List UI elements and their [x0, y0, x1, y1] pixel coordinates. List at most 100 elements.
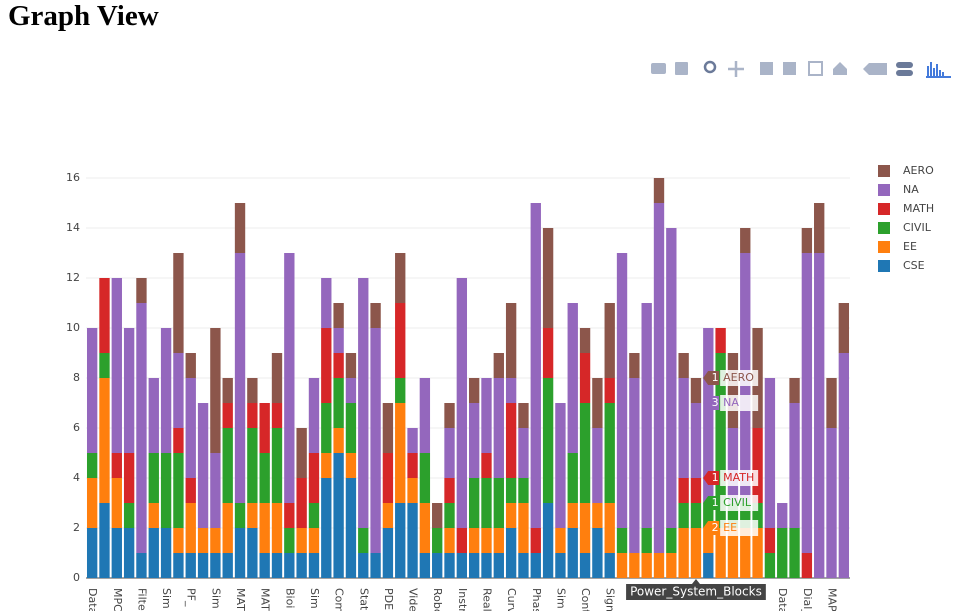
bar-segment: [518, 503, 529, 553]
home-icon[interactable]: [833, 62, 847, 75]
y-tick-label: 10: [66, 321, 80, 334]
bar-segment: [703, 528, 714, 553]
hover-box: [720, 520, 759, 536]
x-tick-label: MPC: [111, 588, 124, 611]
x-tick-label: MATL: [259, 588, 272, 611]
x-tick-label: MAP_: [826, 588, 839, 611]
bar-segment: [592, 378, 603, 428]
bar-segment: [86, 453, 98, 478]
bar-segment: [247, 503, 258, 528]
bar-segment: [333, 453, 344, 578]
bar-segment: [345, 478, 357, 578]
bar-segment: [703, 553, 714, 578]
hover-tag: [703, 396, 720, 410]
bar-segment: [296, 428, 307, 478]
hover-tag: [703, 471, 720, 485]
legend-swatch: [878, 184, 890, 196]
bar-segment: [604, 378, 615, 403]
bar-segment: [247, 403, 258, 428]
bar-segment: [703, 503, 714, 528]
autoscale-icon[interactable]: [808, 61, 823, 76]
bar-segment: [148, 378, 159, 453]
bar-segment: [727, 353, 739, 428]
bar-segment: [505, 503, 517, 528]
bar-segment: [308, 528, 320, 553]
y-tick-label: 4: [73, 471, 80, 484]
x-tick-label: Dial_: [801, 588, 814, 611]
camera-icon[interactable]: [651, 63, 666, 74]
save-icon[interactable]: [675, 62, 688, 75]
bar-segment: [210, 528, 221, 553]
bar-segment: [185, 353, 196, 378]
bar-segment: [173, 253, 184, 353]
bar-segment: [382, 453, 394, 503]
x-tick-label: Sim: [160, 588, 173, 609]
bar-segment: [173, 428, 184, 453]
hover-tag: [703, 496, 720, 510]
bar-segment: [641, 553, 652, 578]
bar-segment: [222, 428, 233, 503]
zoom-in-icon[interactable]: [760, 62, 773, 75]
bar-segment: [395, 403, 406, 503]
bar-segment: [370, 303, 381, 328]
bar-segment: [481, 453, 492, 478]
bar-segment: [222, 503, 233, 553]
hover-value: 1: [712, 371, 719, 384]
bar-segment: [185, 378, 196, 478]
bar-segment: [333, 378, 344, 428]
hover-value: 2: [712, 521, 719, 534]
bar-segment: [752, 428, 763, 503]
bar-segment: [432, 528, 443, 553]
legend-swatch: [878, 222, 890, 234]
bar-segment: [234, 203, 246, 253]
bar-segment: [148, 453, 159, 503]
x-tick-label: Stat: [357, 588, 370, 611]
bar-segment: [493, 378, 504, 478]
bar-segment: [678, 378, 689, 478]
bar-segment: [86, 328, 98, 453]
bar-segment: [432, 553, 443, 578]
plotly-logo[interactable]: [926, 62, 951, 78]
bar-segment: [740, 528, 751, 578]
bar-segment: [604, 403, 615, 503]
hover-closest-icon[interactable]: [896, 62, 913, 68]
bar-segment: [160, 328, 172, 453]
bar-segment: [210, 453, 221, 528]
pan-icon[interactable]: [728, 61, 744, 77]
bar-segment: [814, 203, 825, 253]
spike-icon[interactable]: [863, 63, 887, 75]
bar-segment: [592, 528, 603, 578]
bar-segment: [481, 553, 492, 578]
y-tick-label: 12: [66, 271, 80, 284]
bar-segment: [468, 403, 480, 478]
bar-segment: [111, 453, 122, 478]
hover-compare-icon[interactable]: [896, 70, 913, 76]
bar-segment: [345, 453, 357, 478]
bar-segment: [358, 528, 369, 553]
x-tick-label: Sign: [604, 588, 617, 611]
zoom-out-icon[interactable]: [783, 62, 796, 75]
bar-segment: [456, 528, 468, 553]
bar-segment: [727, 528, 739, 578]
bar-segment: [604, 553, 615, 578]
bar-segment: [358, 553, 369, 578]
bar-segment: [752, 528, 763, 578]
bar-segment: [160, 528, 172, 578]
zoom-icon[interactable]: [703, 60, 717, 74]
bar-segment: [530, 528, 541, 553]
bar-segment: [419, 503, 431, 553]
bar-segment: [234, 503, 246, 528]
bar-segment: [530, 203, 541, 528]
x-tick-label: Instr: [456, 588, 469, 611]
bar-segment: [653, 553, 665, 578]
bar-segment: [629, 353, 640, 378]
y-tick-label: 6: [73, 421, 80, 434]
bar-segment: [395, 303, 406, 378]
hover-name: NA: [723, 396, 739, 409]
bar-segment: [333, 303, 344, 328]
bar-segment: [444, 553, 455, 578]
bar-segment: [740, 503, 751, 528]
legend-label: EE: [903, 240, 917, 253]
bar-segment: [801, 553, 813, 578]
